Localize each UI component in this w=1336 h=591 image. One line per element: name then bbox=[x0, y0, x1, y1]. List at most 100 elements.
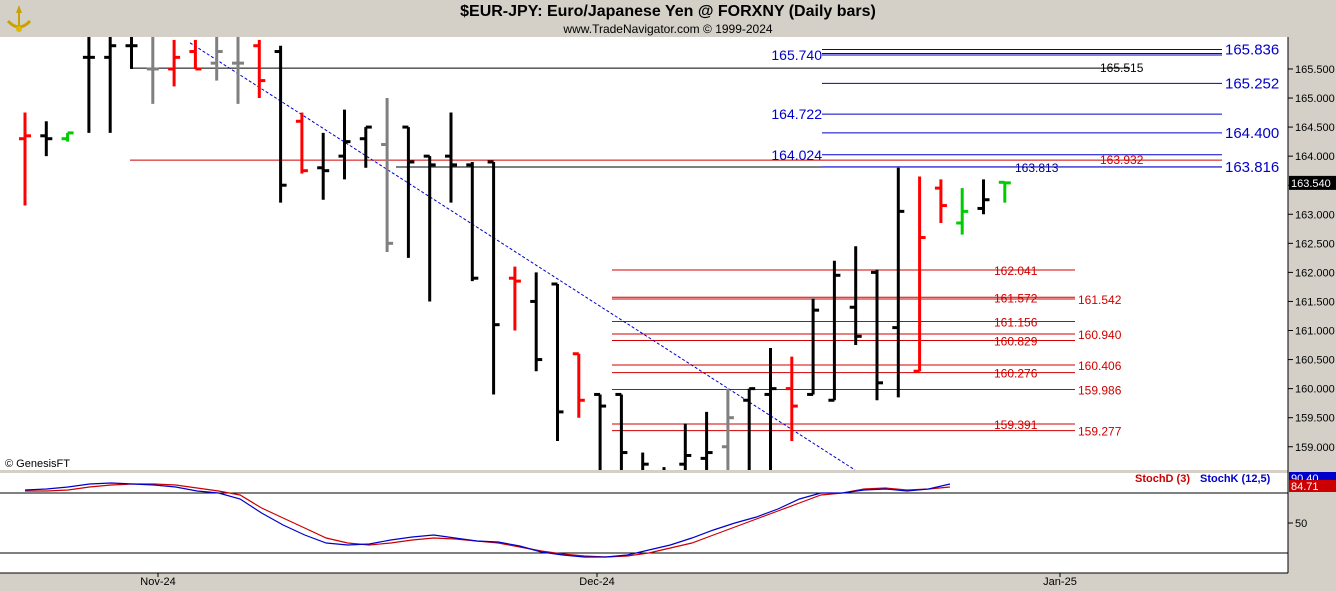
ohlc-bar bbox=[871, 269, 883, 401]
ohlc-bar bbox=[700, 411, 713, 470]
ohlc-bar bbox=[892, 167, 905, 398]
y-tick-label: 159.000 bbox=[1295, 442, 1335, 454]
ohlc-bar bbox=[445, 112, 457, 203]
resistance-label-red: 163.932 bbox=[1100, 153, 1144, 167]
chart-header: $EUR-JPY: Euro/Japanese Yen @ FORXNY (Da… bbox=[0, 0, 1336, 37]
ohlc-bar bbox=[572, 352, 585, 418]
support-label: 159.986 bbox=[1078, 383, 1122, 397]
ohlc-bar bbox=[764, 347, 777, 470]
ohlc-bar bbox=[61, 131, 74, 142]
ohlc-bar bbox=[721, 388, 734, 470]
support-label: 161.572 bbox=[994, 291, 1038, 305]
ohlc-bar bbox=[615, 392, 628, 470]
ohlc-bar bbox=[641, 452, 649, 470]
last-price-label: 163.540 bbox=[1291, 178, 1331, 190]
ohlc-bar bbox=[381, 98, 394, 253]
resistance-label-black: 165.515 bbox=[1100, 61, 1144, 75]
ohlc-bar bbox=[189, 39, 202, 71]
ohlc-bar bbox=[317, 132, 330, 200]
y-tick-label: 159.500 bbox=[1295, 413, 1335, 425]
y-tick-label: 161.500 bbox=[1295, 296, 1335, 308]
y-tick-label: 160.000 bbox=[1295, 384, 1335, 396]
ohlc-bar bbox=[19, 112, 31, 206]
stochastic-panel[interactable] bbox=[0, 473, 1288, 573]
x-tick-label: Jan-25 bbox=[1043, 576, 1077, 588]
y-tick-label: 161.000 bbox=[1295, 326, 1335, 338]
ohlc-bar bbox=[253, 39, 266, 99]
ohlc-bar bbox=[828, 260, 841, 402]
chart-title: $EUR-JPY: Euro/Japanese Yen @ FORXNY (Da… bbox=[460, 3, 876, 20]
support-label: 159.391 bbox=[994, 418, 1038, 432]
fib-target-label: 165.740 bbox=[771, 47, 822, 63]
fib-target-label: 164.400 bbox=[1225, 125, 1279, 142]
resistance-label-navy: 163.813 bbox=[1015, 161, 1059, 175]
y-tick-label: 163.000 bbox=[1295, 209, 1335, 221]
ohlc-bar bbox=[913, 176, 926, 373]
ohlc-bar bbox=[849, 246, 862, 346]
fib-target-label: 164.024 bbox=[771, 147, 822, 163]
fib-target-label: 164.722 bbox=[771, 106, 822, 122]
y-tick-label: 165.000 bbox=[1295, 93, 1335, 105]
y-tick-label: 164.000 bbox=[1295, 151, 1335, 163]
ohlc-bar bbox=[168, 39, 181, 87]
trade-navigator-logo-icon bbox=[6, 5, 32, 32]
ohlc-bar bbox=[594, 392, 607, 470]
support-label: 161.542 bbox=[1078, 293, 1122, 307]
ohlc-bar bbox=[956, 188, 969, 235]
x-tick-label: Nov-24 bbox=[140, 576, 175, 588]
ohlc-bar bbox=[466, 161, 479, 282]
price-panel[interactable] bbox=[0, 37, 1288, 470]
support-label: 160.406 bbox=[1078, 359, 1122, 373]
y-tick-label: 160.500 bbox=[1295, 355, 1335, 367]
fib-target-label: 165.836 bbox=[1225, 41, 1279, 58]
x-tick-label: Dec-24 bbox=[579, 576, 614, 588]
ohlc-bar bbox=[82, 37, 95, 133]
ohlc-bar bbox=[530, 272, 543, 372]
stoch-legend-k: StochK (12,5) bbox=[1200, 473, 1271, 485]
ohlc-bar bbox=[104, 37, 117, 133]
chart-subtitle: www.TradeNavigator.com © 1999-2024 bbox=[563, 22, 773, 36]
fib-target-label: 165.252 bbox=[1225, 75, 1279, 92]
ohlc-bar bbox=[423, 154, 436, 302]
stoch-d-tag bbox=[1289, 480, 1336, 492]
stoch-y-tick-label: 50 bbox=[1295, 518, 1307, 530]
ohlc-bar bbox=[402, 125, 415, 258]
support-label: 160.829 bbox=[994, 334, 1038, 348]
ohlc-bar bbox=[210, 37, 223, 81]
support-label: 159.277 bbox=[1078, 425, 1122, 439]
ohlc-bar bbox=[274, 45, 287, 203]
ohlc-bar bbox=[508, 266, 521, 331]
stoch-series-line bbox=[24, 482, 951, 558]
ohlc-bar bbox=[295, 112, 308, 174]
y-tick-label: 165.500 bbox=[1295, 64, 1335, 76]
ohlc-bar bbox=[551, 282, 564, 441]
support-label: 160.940 bbox=[1078, 328, 1122, 342]
ohlc-bar bbox=[232, 37, 244, 104]
ohlc-bar bbox=[934, 179, 947, 223]
ohlc-bar bbox=[679, 423, 692, 470]
y-tick-label: 162.500 bbox=[1295, 238, 1335, 250]
fib-target-label: 163.816 bbox=[1225, 159, 1279, 176]
ohlc-bar bbox=[338, 109, 351, 180]
support-label: 160.276 bbox=[994, 367, 1038, 381]
last-price-tag bbox=[1289, 175, 1336, 190]
ohlc-bar bbox=[977, 179, 990, 215]
watermark: © GenesisFT bbox=[5, 458, 70, 470]
ohlc-bar bbox=[487, 160, 500, 395]
ohlc-bar bbox=[998, 180, 1011, 203]
ohlc-bar bbox=[359, 125, 372, 168]
ohlc-bar bbox=[125, 37, 138, 69]
ohlc-bar bbox=[807, 298, 820, 396]
ohlc-bar bbox=[146, 37, 159, 104]
ohlc-bar bbox=[40, 121, 53, 157]
ohlc-bar bbox=[743, 387, 756, 470]
panel-divider[interactable] bbox=[0, 470, 1288, 473]
ohlc-bar bbox=[785, 356, 798, 441]
y-tick-label: 162.000 bbox=[1295, 267, 1335, 279]
y-tick-label: 164.500 bbox=[1295, 122, 1335, 134]
support-label: 162.041 bbox=[994, 264, 1038, 278]
stoch-legend-d: StochD (3) bbox=[1135, 473, 1190, 485]
stoch-d-value: 84.71 bbox=[1291, 481, 1319, 493]
support-label: 161.156 bbox=[994, 315, 1038, 329]
